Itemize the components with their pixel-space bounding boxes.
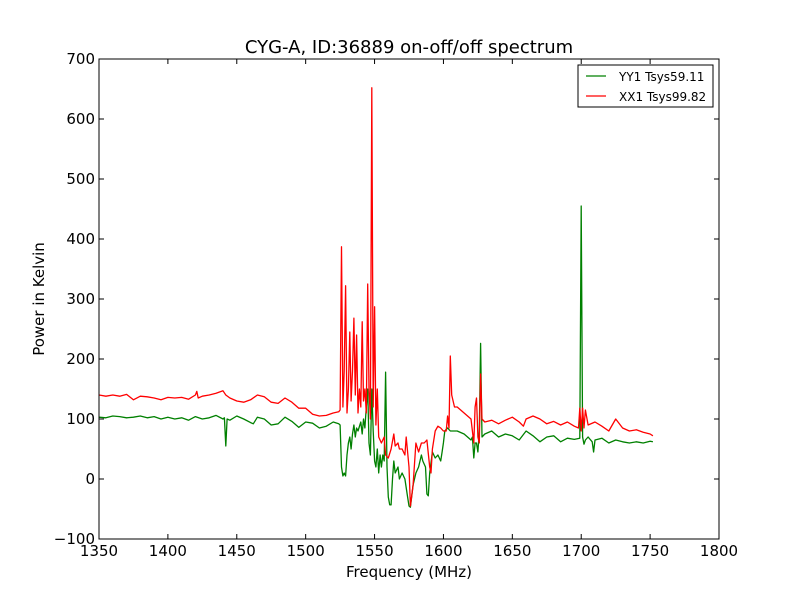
legend-label-yy1: YY1 Tsys59.11 — [618, 70, 704, 84]
y-tick-label: −100 — [54, 530, 95, 548]
chart-title: CYG-A, ID:36889 on-off/off spectrum — [245, 37, 573, 58]
y-tick-label: 200 — [66, 350, 95, 368]
series-layer — [99, 87, 654, 508]
y-tick-label: 100 — [66, 410, 95, 428]
y-tick-label: 500 — [66, 170, 95, 188]
x-tick-label: 1550 — [355, 542, 393, 560]
x-tick-label: 1400 — [149, 542, 187, 560]
x-tick-label: 1500 — [287, 542, 325, 560]
x-tick-label: 1750 — [631, 542, 669, 560]
x-tick-label: 1800 — [700, 542, 738, 560]
x-tick-label: 1600 — [424, 542, 462, 560]
x-tick-label: 1650 — [493, 542, 531, 560]
x-tick-label: 1350 — [80, 542, 118, 560]
legend-label-xx1: XX1 Tsys99.82 — [619, 90, 706, 104]
x-tick-label: 1450 — [218, 542, 256, 560]
ticks-layer: 1350 1400 1450 1500 1550 1600 1650 1700 1750 1800… — [54, 50, 738, 560]
y-tick-label: 400 — [66, 230, 95, 248]
legend: YY1 Tsys59.11 XX1 Tsys99.82 — [577, 64, 714, 108]
legend-box — [577, 64, 714, 108]
series-line-xx1 — [99, 87, 654, 507]
x-axis-label: Frequency (MHz) — [346, 563, 472, 581]
series-line-yy1 — [99, 205, 654, 508]
y-tick-label: 300 — [66, 290, 95, 308]
y-axis-label: Power in Kelvin — [30, 242, 48, 356]
x-tick-label: 1700 — [562, 542, 600, 560]
y-tick-label: 700 — [66, 50, 95, 68]
y-tick-label: 0 — [85, 470, 95, 488]
y-tick-label: 600 — [66, 110, 95, 128]
